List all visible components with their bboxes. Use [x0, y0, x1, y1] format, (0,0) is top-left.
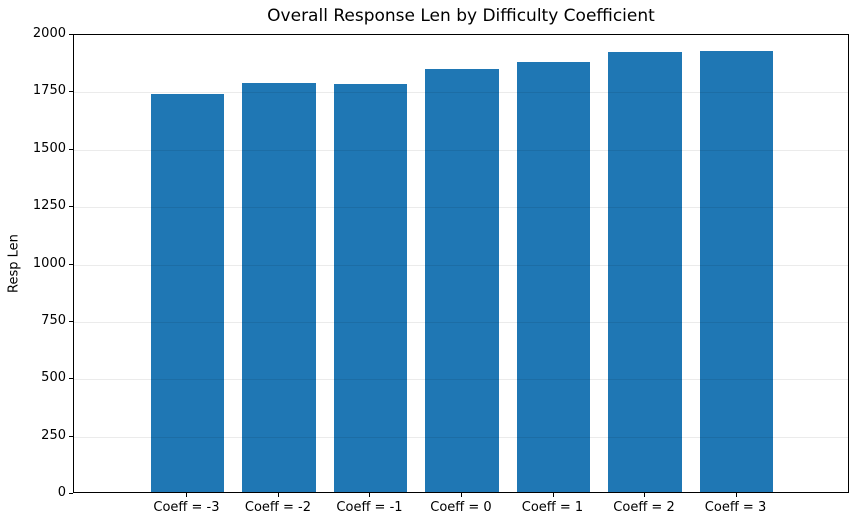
x-tick-label-1: Coeff = -2 — [244, 500, 312, 515]
x-tick-mark-5 — [644, 493, 646, 497]
y-tick-label-1500: 1500 — [32, 140, 66, 156]
bar-coeff=3 — [699, 51, 774, 492]
y-tick-label-250: 250 — [41, 427, 66, 443]
y-tick-mark-1000 — [69, 263, 73, 265]
plot-area — [73, 34, 849, 493]
x-tick-mark-3 — [461, 493, 462, 497]
y-tick-mark-500 — [69, 378, 73, 380]
x-tick-mark-1 — [277, 493, 279, 497]
bars-layer — [74, 35, 848, 492]
bar-coeff=-1 — [333, 83, 408, 492]
chart-title: Overall Response Len by Difficulty Coeff… — [267, 6, 655, 26]
y-tick-label-1000: 1000 — [32, 255, 66, 271]
x-tick-label-0: Coeff = -3 — [153, 500, 220, 515]
y-tick-label-500: 500 — [41, 370, 66, 386]
y-tick-mark-250 — [69, 435, 73, 437]
x-tick-mark-6 — [735, 493, 737, 497]
y-tick-mark-1750 — [69, 91, 73, 93]
x-tick-label-3: Coeff = 0 — [430, 500, 492, 515]
x-tick-mark-0 — [186, 493, 188, 497]
y-tick-label-2000: 2000 — [32, 26, 66, 41]
y-tick-label-1750: 1750 — [32, 83, 66, 99]
x-tick-mark-4 — [552, 493, 554, 497]
y-tick-mark-2000 — [69, 34, 73, 35]
y-tick-label-0: 0 — [57, 485, 66, 500]
y-tick-mark-1250 — [69, 206, 73, 208]
bar-coeff=-2 — [242, 83, 316, 492]
bar-coeff=-3 — [150, 94, 225, 492]
x-tick-label-2: Coeff = -1 — [336, 500, 403, 515]
x-tick-mark-2 — [369, 493, 371, 497]
x-tick-label-6: Coeff = 3 — [704, 500, 767, 515]
bar-coeff=0 — [425, 69, 499, 492]
y-tick-mark-1500 — [69, 148, 73, 150]
bar-coeff=2 — [608, 52, 682, 492]
x-tick-label-4: Coeff = 1 — [521, 500, 584, 515]
y-tick-mark-750 — [69, 320, 73, 322]
x-tick-label-5: Coeff = 2 — [613, 500, 675, 515]
y-tick-label-1250: 1250 — [32, 198, 66, 214]
bar-coeff=1 — [516, 62, 591, 492]
y-tick-mark-0 — [69, 493, 73, 494]
y-tick-label-750: 750 — [41, 312, 66, 328]
